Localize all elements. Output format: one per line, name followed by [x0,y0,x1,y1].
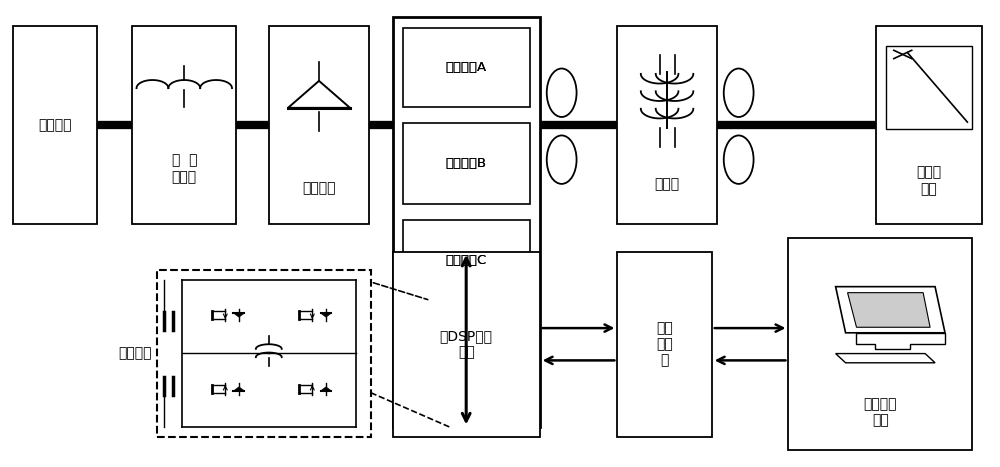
Polygon shape [321,387,331,391]
Bar [876,26,982,224]
Bar [393,17,540,427]
Text: 逆变组件A: 逆变组件A [446,61,487,74]
Bar [269,26,369,224]
Bar [886,46,972,129]
Polygon shape [321,313,331,317]
Bar [788,238,972,450]
Polygon shape [848,293,930,327]
Text: 逆变组件C: 逆变组件C [446,254,487,267]
Text: 逆变模块: 逆变模块 [118,347,152,361]
Text: 触摸
显示
屏: 触摸 显示 屏 [656,321,673,368]
Text: 逆变组件A: 逆变组件A [446,61,487,74]
Text: 逆变组件B: 逆变组件B [446,156,487,170]
Text: 整  流
电抗器: 整 流 电抗器 [172,154,197,184]
Text: 双DSP控制
单元: 双DSP控制 单元 [440,329,493,359]
Text: 电网输入: 电网输入 [38,118,72,132]
Text: 远程监控
平台: 远程监控 平台 [864,397,897,427]
Text: 待检测
器件: 待检测 器件 [917,165,942,196]
Text: 逆变组件B: 逆变组件B [446,156,487,170]
Polygon shape [233,387,244,391]
Text: 逆变组件C: 逆变组件C [446,254,487,267]
Bar [13,26,97,224]
Bar [157,270,371,437]
Text: 三相整流: 三相整流 [302,182,336,196]
Bar [617,26,717,224]
Bar [132,26,236,224]
Bar [403,28,530,106]
Bar [403,123,530,204]
Bar [393,252,540,437]
Text: 变压器: 变压器 [655,177,680,191]
Bar [403,219,530,300]
Polygon shape [233,313,244,317]
Bar [617,252,712,437]
